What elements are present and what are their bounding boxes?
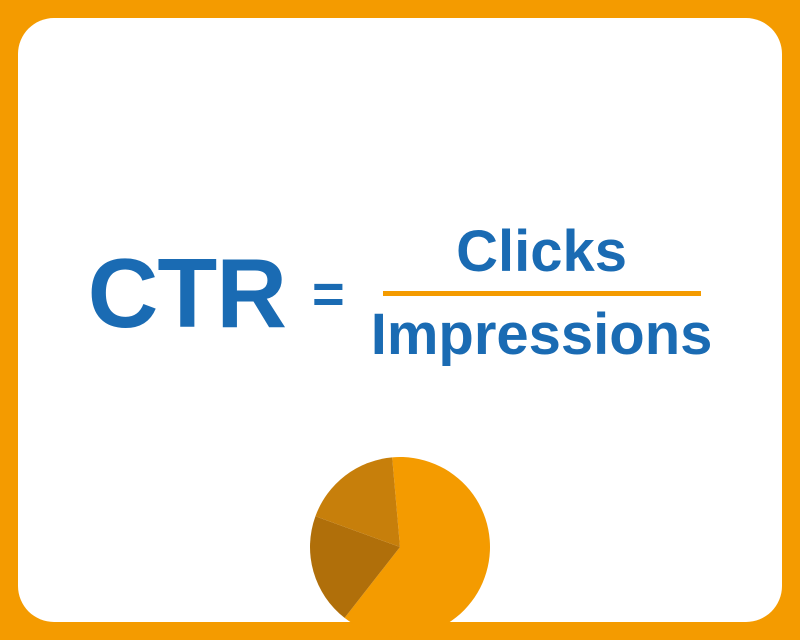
formula-fraction: Clicks Impressions [371,223,713,364]
formula-left-label: CTR [88,237,286,350]
pie-chart-svg [310,457,490,637]
outer-frame: CTR = Clicks Impressions [0,0,800,640]
pie-chart [310,457,490,642]
ctr-formula: CTR = Clicks Impressions [18,223,782,364]
formula-equals: = [312,261,345,326]
inner-panel: CTR = Clicks Impressions [18,18,782,622]
formula-numerator: Clicks [456,223,627,281]
formula-denominator: Impressions [371,306,713,364]
formula-fraction-bar [383,291,701,296]
